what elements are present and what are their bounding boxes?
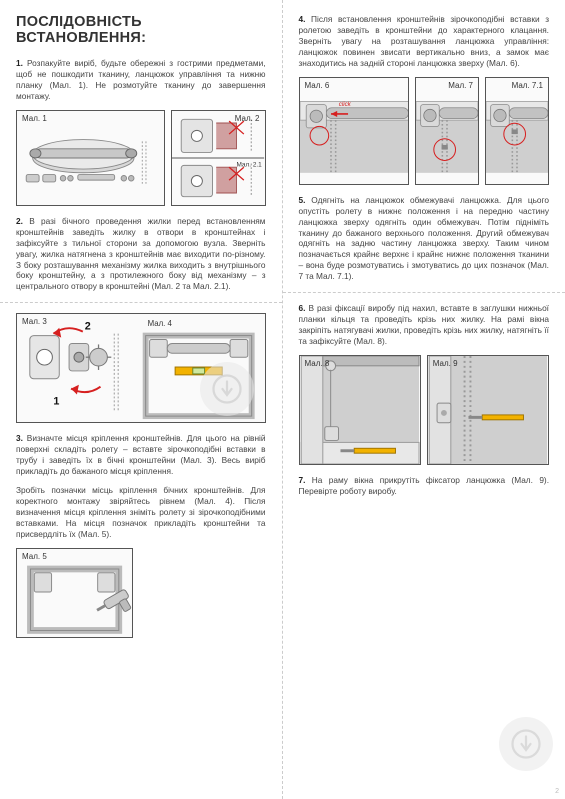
para-4: 4. Після встановлення кронштейнів зірочк… [299,14,550,69]
figure-7: Мал. 7 [415,77,479,185]
para-2: 2. В разі бічного проведення жилки перед… [16,216,266,293]
watermark-icon [200,362,254,416]
para-5: 5. Одягніть на ланцюжок обмежувачі ланцю… [299,195,550,283]
para-3a: 3. Визначте місця кріплення кронштейнів.… [16,433,266,477]
fig-label: Мал. 7 [448,81,473,90]
svg-text:1: 1 [53,396,59,408]
figure-7-1: Мал. 7.1 [485,77,549,185]
para-3b: Зробіть позначки місць кріплення бічних … [16,485,266,540]
para-6: 6. В разі фіксації виробу під нахил, вст… [299,303,550,347]
fig-label: Мал. 9 [433,359,458,368]
page-title: ПОСЛІДОВНІСТЬ ВСТАНОВЛЕННЯ: [16,14,266,46]
svg-text:2: 2 [85,321,91,333]
svg-text:click: click [338,101,351,108]
svg-text:Мал. 2.1: Мал. 2.1 [237,161,263,168]
figure-8: Мал. 8 [299,355,421,465]
fig-label: Мал. 7.1 [512,81,543,90]
svg-text:Мал. 4: Мал. 4 [148,319,173,328]
fig-label: Мал. 8 [305,359,330,368]
page-number: 2 [555,788,559,795]
fig-label: Мал. 1 [22,114,47,123]
fig-label: Мал. 5 [22,552,47,561]
fig-label: Мал. 3 [22,317,47,326]
watermark-icon [499,717,553,771]
fig-label: Мал. 2 [235,114,260,123]
figure-5: Мал. 5 [16,548,133,638]
figure-6: Мал. 6 click [299,77,410,185]
figure-2-group: Мал. 2 Мал. 2.1 [171,110,265,206]
para-1: 1. Розпакуйте виріб, будьте обережні з г… [16,58,266,102]
fig-label: Мал. 6 [305,81,330,90]
figure-1: Мал. 1 [16,110,165,206]
para-7: 7. На раму вікна прикрутіть фіксатор лан… [299,475,550,497]
figure-9: Мал. 9 [427,355,549,465]
